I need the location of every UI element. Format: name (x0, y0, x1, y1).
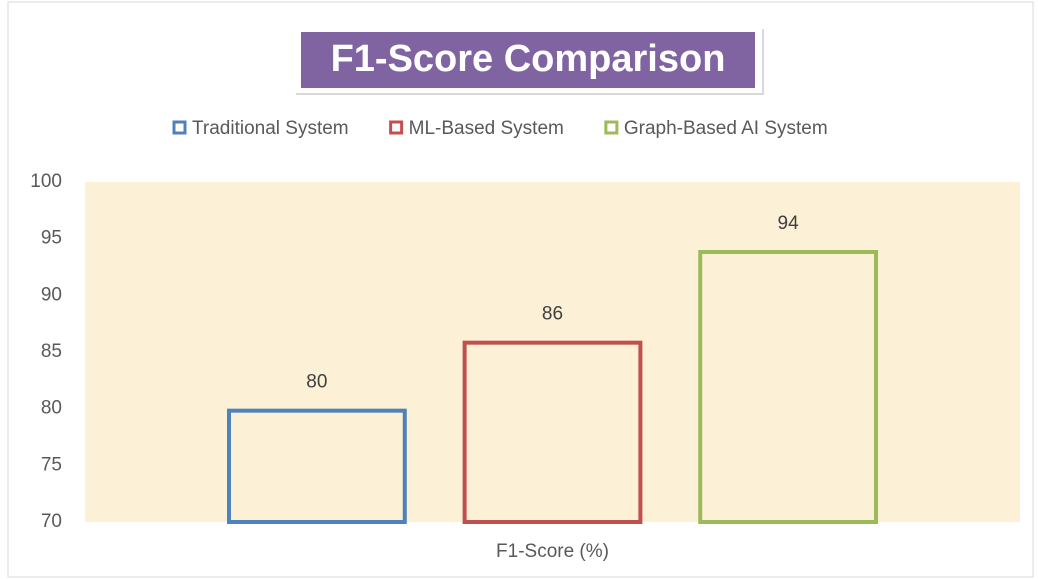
y-tick-label: 70 (41, 511, 62, 532)
bar (698, 250, 879, 524)
data-label: 86 (542, 304, 563, 325)
y-tick-label: 95 (41, 228, 62, 249)
legend-swatch (172, 120, 187, 135)
bar (462, 340, 643, 524)
legend-label: Graph-Based AI System (624, 118, 828, 139)
plot-area (85, 182, 1020, 522)
x-axis-label: F1-Score (%) (496, 541, 609, 562)
chart-title: F1-Score Comparison (331, 38, 726, 80)
legend-swatch (389, 120, 404, 135)
y-tick-label: 85 (41, 341, 62, 362)
legend-swatch (604, 120, 619, 135)
legend-label: ML-Based System (409, 118, 564, 139)
data-label: 80 (306, 372, 327, 393)
y-tick-label: 90 (41, 284, 62, 305)
data-label: 94 (778, 213, 800, 234)
bar (226, 408, 407, 524)
y-tick-label: 75 (41, 454, 62, 475)
y-tick-label: 80 (41, 398, 62, 419)
y-tick-label: 100 (30, 171, 62, 192)
legend-label: Traditional System (192, 118, 349, 139)
title-box (301, 32, 755, 88)
